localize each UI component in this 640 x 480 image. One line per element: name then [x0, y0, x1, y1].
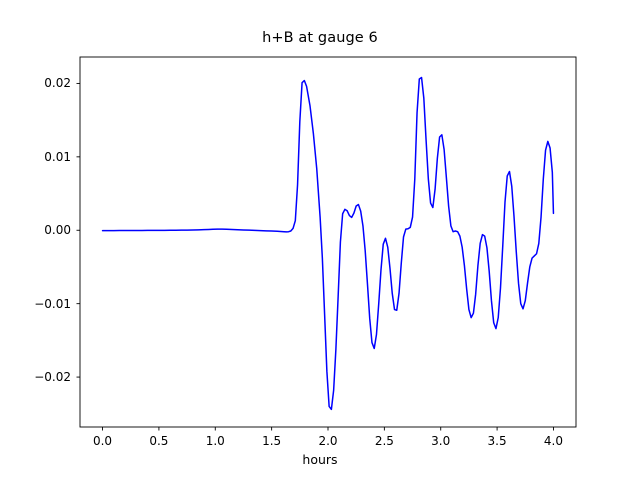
axes-frame — [79, 56, 577, 428]
x-tick-label: 2.0 — [318, 434, 338, 448]
x-tick-label: 4.0 — [543, 434, 563, 448]
data-series-line — [101, 76, 555, 411]
y-tick-label: 0.01 — [44, 149, 71, 164]
chart-title: h+B at gauge 6 — [262, 30, 378, 46]
x-axis-label: hours — [302, 452, 338, 467]
x-tick-label: 2.5 — [374, 434, 394, 448]
y-tick-label: −0.02 — [34, 370, 71, 385]
x-tick-label: 3.5 — [487, 434, 507, 448]
x-tick-label: 0.0 — [92, 434, 113, 448]
y-tick-label: −0.01 — [34, 296, 71, 311]
x-tick-label: 1.5 — [262, 434, 282, 448]
x-tick-label: 1.0 — [205, 434, 225, 448]
y-tick-label: 0.00 — [44, 223, 71, 238]
x-axis-ticks — [102, 427, 554, 431]
y-tick-label: 0.02 — [44, 76, 71, 91]
x-tick-label: 3.0 — [431, 434, 451, 448]
y-axis-ticks — [76, 82, 80, 378]
x-tick-label: 0.5 — [149, 434, 169, 448]
